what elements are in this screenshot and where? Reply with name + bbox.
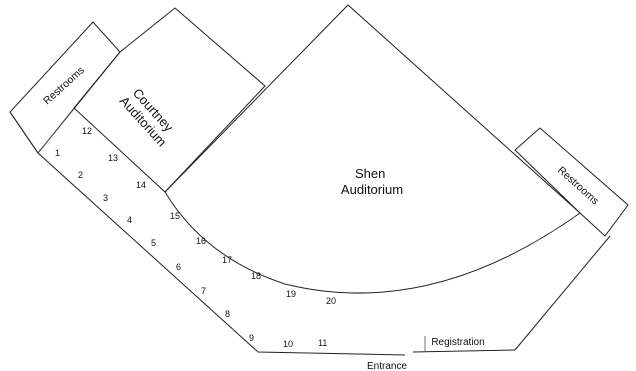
outer-wall-right-lower: [514, 235, 611, 351]
room-number-20: 20: [326, 296, 336, 306]
room-numbers: 1 2 3 4 5 6 7 8 9 10 11 12 13 14 15 16 1…: [55, 126, 336, 349]
room-number-10: 10: [283, 339, 293, 349]
room-number-14: 14: [136, 180, 146, 190]
room-number-2: 2: [78, 170, 83, 180]
room-number-1: 1: [55, 148, 60, 158]
room-number-8: 8: [225, 309, 230, 319]
room-number-19: 19: [286, 289, 296, 299]
room-number-5: 5: [151, 238, 156, 248]
restrooms-right-room: [514, 127, 629, 237]
room-number-9: 9: [249, 333, 254, 343]
restrooms-right-label: Restrooms: [555, 164, 601, 207]
room-number-15: 15: [170, 211, 180, 221]
room-number-3: 3: [103, 193, 108, 203]
courtney-auditorium-room: [73, 7, 266, 193]
entrance-right-wall: [412, 349, 516, 353]
room-number-13: 13: [108, 153, 118, 163]
courtney-auditorium-label: Courtney Auditorium: [117, 83, 181, 149]
room-number-17: 17: [222, 255, 232, 265]
room-number-16: 16: [196, 236, 206, 246]
entrance-label: Entrance: [367, 361, 407, 371]
room-number-18: 18: [251, 271, 261, 281]
shen-auditorium-label: Shen Auditorium: [341, 166, 403, 197]
room-number-6: 6: [176, 262, 181, 272]
room-number-7: 7: [201, 286, 206, 296]
room-number-11: 11: [318, 338, 327, 348]
room-number-4: 4: [127, 215, 132, 225]
corridor-inner-edge: [37, 107, 75, 154]
registration-label: Registration: [431, 337, 484, 348]
shen-auditorium-room: [164, 4, 581, 294]
room-number-12: 12: [82, 126, 92, 136]
